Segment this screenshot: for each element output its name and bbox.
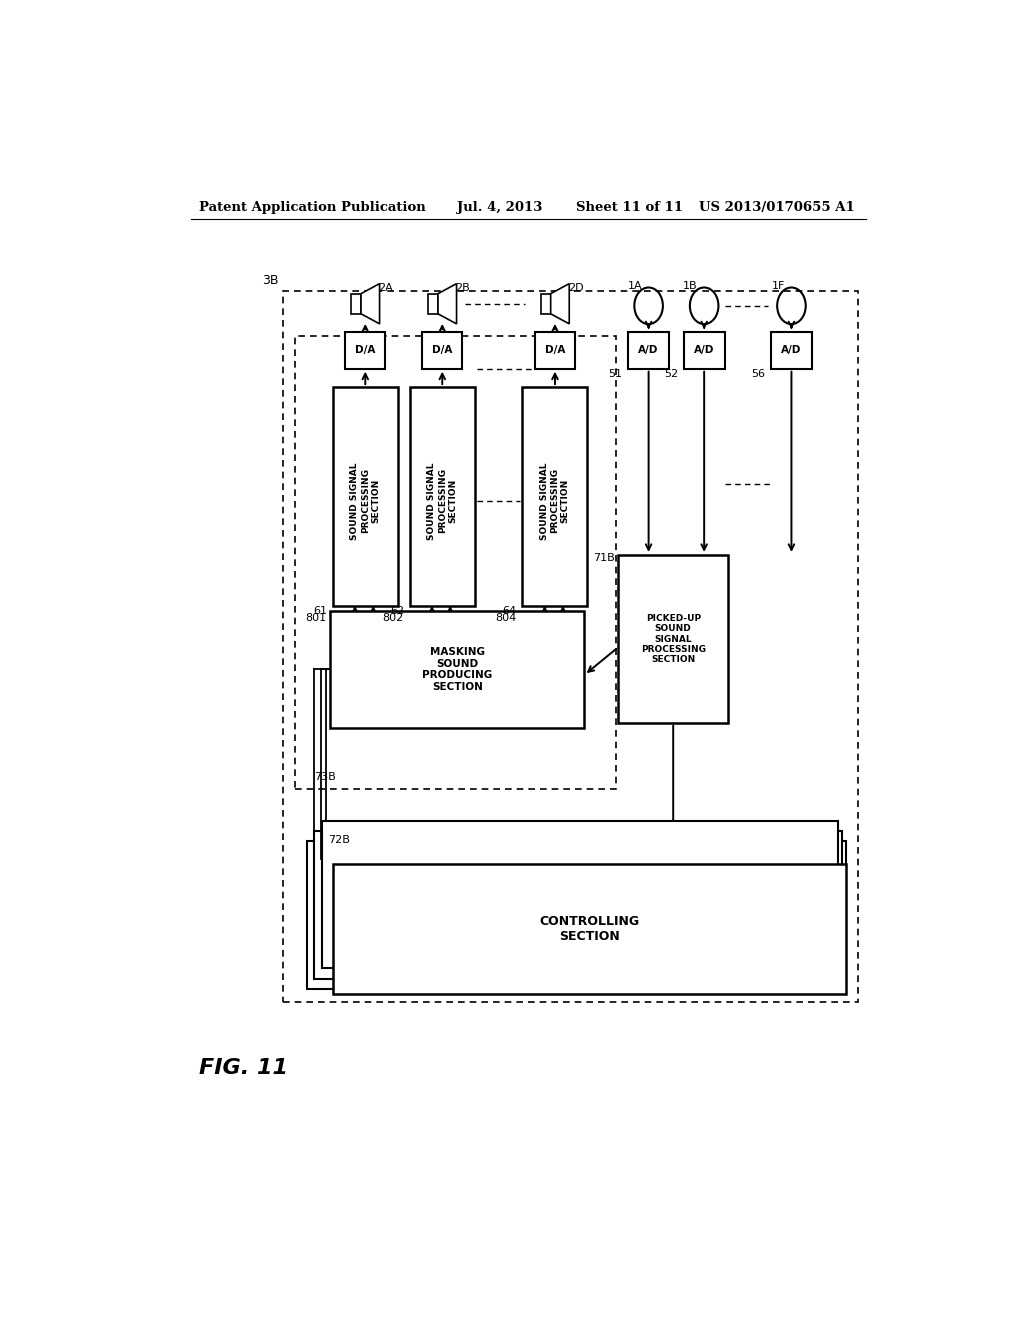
Text: 3B: 3B [262, 275, 279, 288]
Text: SOUND SIGNAL
PROCESSING
SECTION: SOUND SIGNAL PROCESSING SECTION [350, 462, 380, 540]
Text: 52: 52 [664, 368, 678, 379]
Bar [351, 293, 361, 314]
Bar [333, 863, 846, 994]
Text: 802: 802 [382, 612, 403, 623]
Bar [628, 333, 670, 368]
Bar [771, 333, 812, 368]
Text: A/D: A/D [694, 346, 715, 355]
Text: 804: 804 [495, 612, 516, 623]
Text: CONTROLLING
SECTION: CONTROLLING SECTION [540, 915, 640, 942]
Text: SOUND SIGNAL
PROCESSING
SECTION: SOUND SIGNAL PROCESSING SECTION [540, 462, 570, 540]
Polygon shape [438, 284, 457, 323]
Text: 1A: 1A [628, 281, 642, 290]
Text: PICKED-UP
SOUND
SIGNAL
PROCESSING
SECTION: PICKED-UP SOUND SIGNAL PROCESSING SECTIO… [641, 614, 706, 664]
Bar [541, 293, 551, 314]
Polygon shape [361, 284, 380, 323]
Polygon shape [551, 284, 569, 323]
Text: 2D: 2D [567, 282, 584, 293]
Bar [306, 841, 846, 989]
Text: Sheet 11 of 11: Sheet 11 of 11 [577, 201, 683, 214]
Text: SOUND SIGNAL
PROCESSING
SECTION: SOUND SIGNAL PROCESSING SECTION [427, 462, 457, 540]
Text: 61: 61 [313, 606, 328, 615]
Text: 2B: 2B [455, 282, 470, 293]
Bar [522, 387, 588, 606]
Bar [410, 387, 475, 606]
Bar [295, 337, 616, 788]
Text: Patent Application Publication: Patent Application Publication [200, 201, 426, 214]
Text: Jul. 4, 2013: Jul. 4, 2013 [458, 201, 543, 214]
Text: 72B: 72B [328, 836, 350, 845]
Bar [684, 333, 725, 368]
Bar [314, 832, 842, 978]
Text: US 2013/0170655 A1: US 2013/0170655 A1 [699, 201, 855, 214]
Text: 1B: 1B [683, 281, 697, 290]
Text: 801: 801 [305, 612, 327, 623]
Bar [333, 387, 397, 606]
Text: 1F: 1F [772, 281, 785, 290]
Bar [618, 554, 728, 722]
Bar [428, 293, 438, 314]
Bar [283, 290, 858, 1002]
Text: D/A: D/A [432, 346, 453, 355]
Text: A/D: A/D [638, 346, 658, 355]
Text: D/A: D/A [545, 346, 565, 355]
Text: A/D: A/D [781, 346, 802, 355]
Text: 71B: 71B [594, 553, 615, 562]
Text: 56: 56 [752, 368, 765, 379]
Text: 2A: 2A [378, 282, 393, 293]
Text: D/A: D/A [355, 346, 376, 355]
Text: MASKING
SOUND
PRODUCING
SECTION: MASKING SOUND PRODUCING SECTION [422, 647, 493, 692]
Text: 51: 51 [608, 368, 623, 379]
Text: FIG. 11: FIG. 11 [200, 1059, 289, 1078]
Bar [536, 333, 574, 368]
Bar [331, 611, 585, 727]
Text: 73B: 73B [313, 772, 336, 783]
Text: 64: 64 [503, 606, 517, 615]
Text: 62: 62 [390, 606, 404, 615]
Bar [345, 333, 385, 368]
Bar [423, 333, 462, 368]
Bar [323, 821, 839, 969]
